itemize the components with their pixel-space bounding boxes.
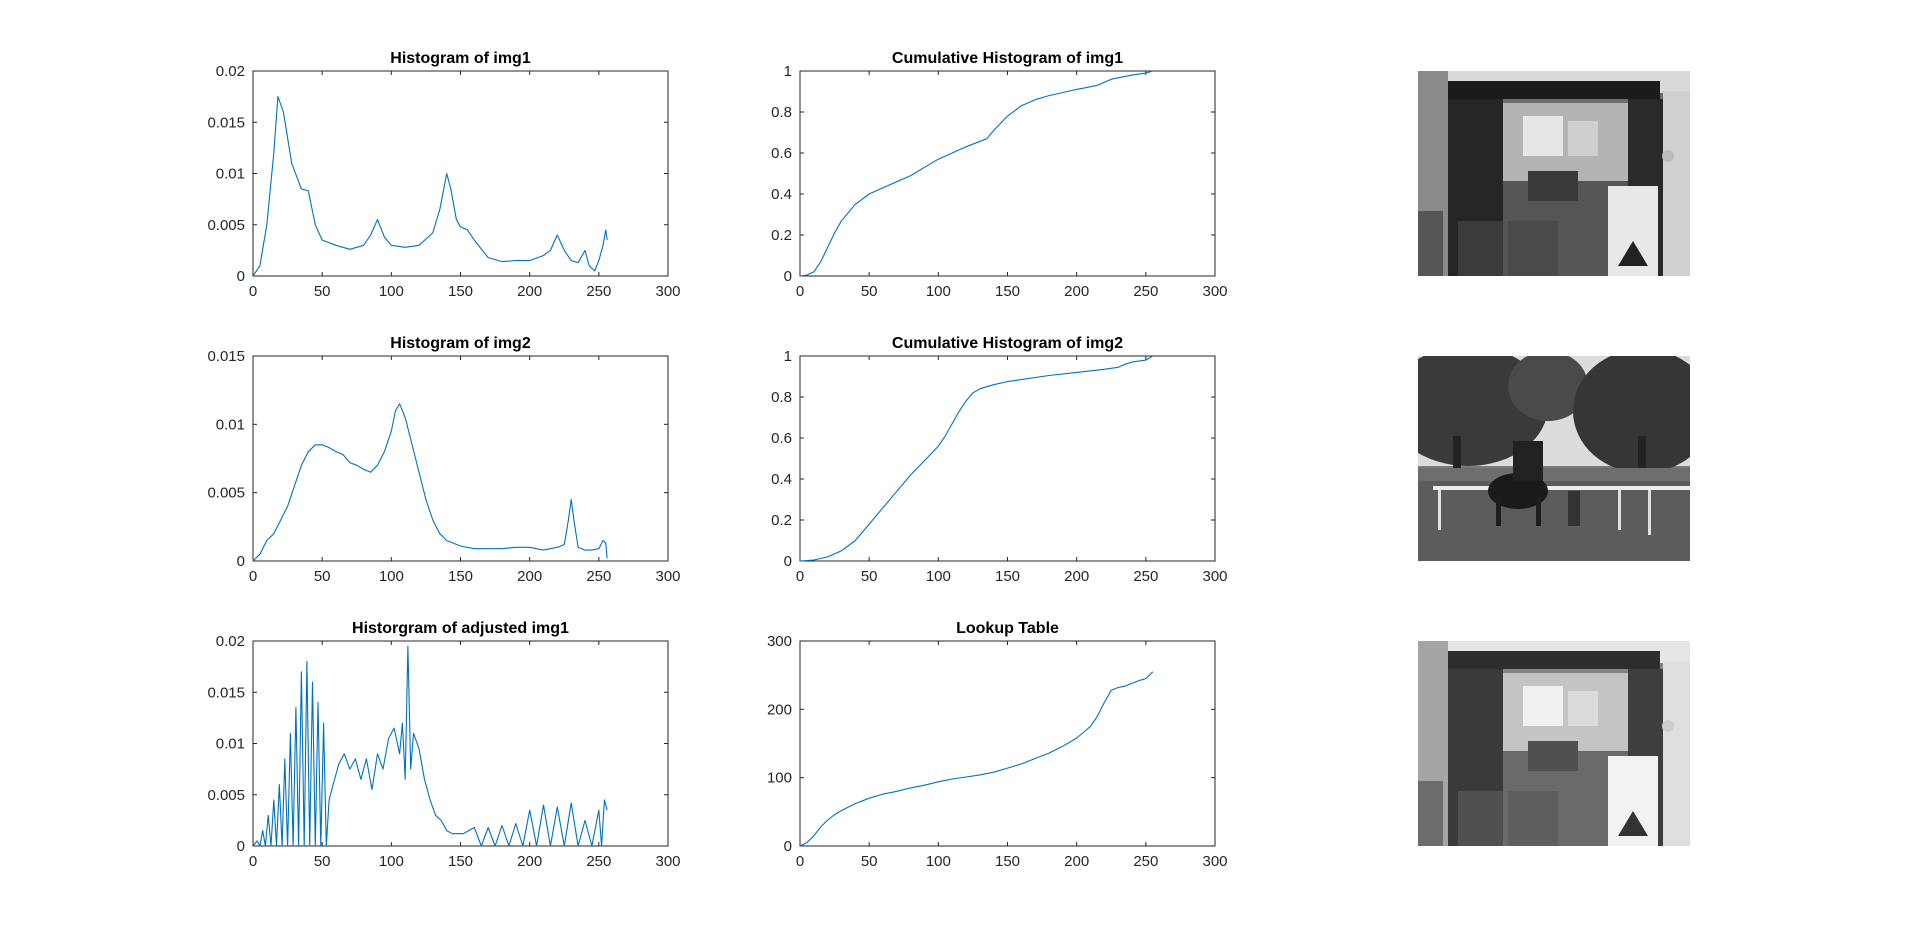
img1-photo (1418, 71, 1690, 276)
hist-img2-chart: 0 50 100 150 200 250 300 0 0.005 0.01 0.015 Histogr… (207, 335, 680, 585)
hist-adjusted-img1-title: Historgram of adjusted img1 (352, 620, 569, 637)
cum-hist-img2-title: Cumulative Histogram of img2 (892, 335, 1123, 352)
cum-hist-img1-ytick-label: 0.2 (771, 227, 792, 244)
cum-hist-img2-axes-box (799, 355, 1216, 562)
hist-img1-xtick-label: 250 (586, 283, 611, 300)
cum-hist-img1-title: Cumulative Histogram of img1 (892, 50, 1123, 67)
hist-adjusted-img1-xtick-label: 300 (655, 853, 680, 870)
cum-hist-img1-xtick-label: 100 (926, 283, 951, 300)
cum-hist-img2-xtick-label: 150 (995, 568, 1020, 585)
lookup-table-xtick-label: 250 (1133, 853, 1158, 870)
hist-adjusted-img1-ytick-label: 0.005 (207, 787, 245, 804)
hist-img2-axes-box (252, 355, 669, 562)
hist-img1-ytick-label: 0.01 (216, 166, 245, 183)
hist-adjusted-img1-ytick-label: 0.01 (216, 736, 245, 753)
hist-adjusted-img1-xtick-label: 250 (586, 853, 611, 870)
lookup-table-xtick-label: 50 (861, 853, 878, 870)
hist-img1-ytick-label: 0.005 (207, 217, 245, 234)
lookup-table-xtick-label: 0 (796, 853, 804, 870)
hist-img1-xtick-label: 100 (379, 283, 404, 300)
lookup-table-xtick-label: 150 (995, 853, 1020, 870)
cum-hist-img1-ytick-label: 1 (784, 63, 792, 80)
hist-adjusted-img1-ytick-label: 0.02 (216, 633, 245, 650)
lookup-table-ytick-label: 100 (767, 770, 792, 787)
hist-adjusted-img1-ytick-label: 0 (237, 838, 245, 855)
hist-img2-xtick-label: 0 (249, 568, 257, 585)
cum-hist-img1-ytick-label: 0.8 (771, 104, 792, 121)
cum-hist-img2-xtick-label: 100 (926, 568, 951, 585)
hist-img1-xtick-label: 300 (655, 283, 680, 300)
hist-img1-ytick-label: 0.02 (216, 63, 245, 80)
lookup-table-chart: 0 50 100 150 200 250 300 0 100 200 300 Lookup Table (767, 620, 1228, 870)
hist-img2-ytick-label: 0.015 (207, 348, 245, 365)
cum-hist-img1-xtick-label: 200 (1064, 283, 1089, 300)
cum-hist-img1-ytick-label: 0 (784, 268, 792, 285)
hist-img1-chart: 0 50 100 150 200 250 300 0 0.005 0.01 0.015 0.02 His… (207, 50, 680, 300)
hist-img1-series-line (252, 96, 608, 277)
hist-img2-ytick-label: 0.005 (207, 485, 245, 502)
lookup-table-xtick-label: 300 (1202, 853, 1227, 870)
cum-hist-img2-series-line (799, 355, 1154, 562)
hist-img1-title: Histogram of img1 (390, 50, 531, 67)
adjusted-img1-photo (1418, 641, 1690, 846)
cum-hist-img1-axes-box (799, 70, 1216, 277)
hist-img2-xtick-label: 100 (379, 568, 404, 585)
hist-img1-ytick-label: 0.015 (207, 114, 245, 131)
cum-hist-img1-xtick-label: 250 (1133, 283, 1158, 300)
hist-adjusted-img1-xtick-label: 50 (314, 853, 331, 870)
img2-photo (1418, 356, 1690, 561)
hist-img2-xtick-label: 200 (517, 568, 542, 585)
hist-adjusted-img1-chart: 0 50 100 150 200 250 300 0 0.005 0.01 0.015 0.02 His… (207, 620, 680, 870)
hist-img2-series-line (252, 403, 608, 562)
cum-hist-img2-chart: 0 50 100 150 200 250 300 0 0.2 0.4 0.6 0.8 1 Cumulati… (771, 335, 1227, 585)
hist-img2-xtick-label: 150 (448, 568, 473, 585)
hist-img1-xtick-label: 0 (249, 283, 257, 300)
cum-hist-img1-xtick-label: 50 (861, 283, 878, 300)
hist-adjusted-img1-series-line (252, 645, 608, 847)
cum-hist-img1-xtick-label: 300 (1202, 283, 1227, 300)
hist-img1-xtick-label: 200 (517, 283, 542, 300)
cum-hist-img2-ytick-label: 0 (784, 553, 792, 570)
hist-img2-xtick-label: 250 (586, 568, 611, 585)
hist-adjusted-img1-ytick-label: 0.015 (207, 684, 245, 701)
lookup-table-ytick-label: 0 (784, 838, 792, 855)
lookup-table-ytick-label: 300 (767, 633, 792, 650)
cum-hist-img1-xtick-label: 0 (796, 283, 804, 300)
cum-hist-img2-xtick-label: 50 (861, 568, 878, 585)
lookup-table-xtick-label: 100 (926, 853, 951, 870)
cum-hist-img2-ytick-label: 0.2 (771, 512, 792, 529)
cum-hist-img2-ytick-label: 0.6 (771, 430, 792, 447)
hist-img2-ytick-label: 0 (237, 553, 245, 570)
cum-hist-img2-ytick-label: 1 (784, 348, 792, 365)
hist-img2-ytick-label: 0.01 (216, 416, 245, 433)
cum-hist-img2-ytick-label: 0.4 (771, 471, 792, 488)
cum-hist-img1-series-line (799, 70, 1153, 277)
hist-adjusted-img1-xtick-label: 100 (379, 853, 404, 870)
hist-img2-xtick-label: 300 (655, 568, 680, 585)
cum-hist-img1-ytick-label: 0.6 (771, 145, 792, 162)
lookup-table-title: Lookup Table (956, 620, 1059, 637)
hist-adjusted-img1-xtick-label: 200 (517, 853, 542, 870)
lookup-table-xtick-label: 200 (1064, 853, 1089, 870)
hist-adjusted-img1-xtick-label: 150 (448, 853, 473, 870)
cum-hist-img2-ytick-label: 0.8 (771, 389, 792, 406)
lookup-table-ytick-label: 200 (767, 701, 792, 718)
hist-img1-ytick-label: 0 (237, 268, 245, 285)
cum-hist-img2-xtick-label: 250 (1133, 568, 1158, 585)
cum-hist-img2-xtick-label: 300 (1202, 568, 1227, 585)
lookup-table-series-line (799, 671, 1154, 847)
hist-img2-title: Histogram of img2 (390, 335, 531, 352)
hist-img1-axes-box (252, 70, 669, 277)
cum-hist-img2-xtick-label: 0 (796, 568, 804, 585)
hist-img2-xtick-label: 50 (314, 568, 331, 585)
cum-hist-img2-xtick-label: 200 (1064, 568, 1089, 585)
cum-hist-img1-chart: 0 50 100 150 200 250 300 0 0.2 0.4 0.6 0.8 1 Cumulati… (771, 50, 1227, 300)
hist-img1-xtick-label: 150 (448, 283, 473, 300)
hist-img1-xtick-label: 50 (314, 283, 331, 300)
hist-adjusted-img1-xtick-label: 0 (249, 853, 257, 870)
cum-hist-img1-xtick-label: 150 (995, 283, 1020, 300)
cum-hist-img1-ytick-label: 0.4 (771, 186, 792, 203)
